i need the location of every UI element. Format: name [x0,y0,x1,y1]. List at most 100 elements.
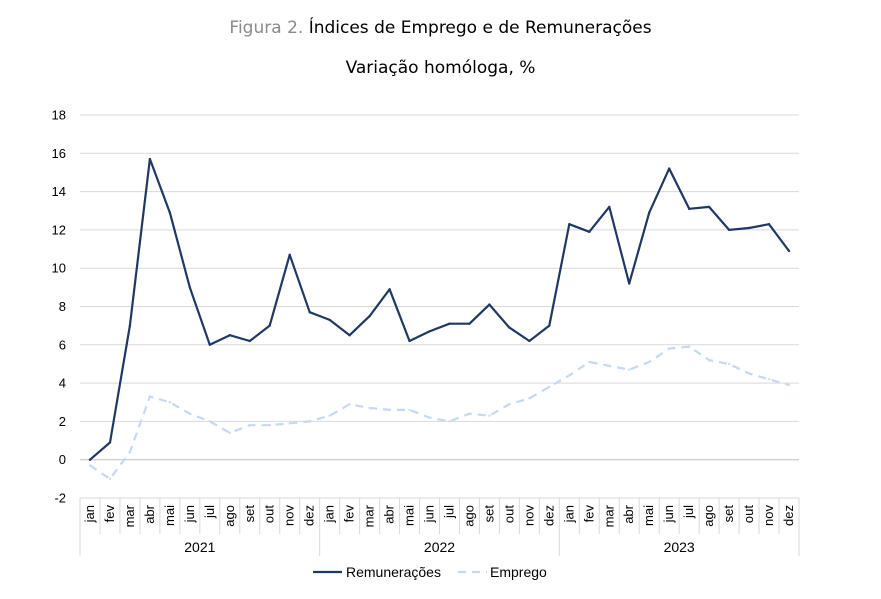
data-point [148,157,152,161]
data-point [408,408,411,412]
x-tick-label: fev [581,505,596,523]
y-tick-label: 8 [59,299,66,314]
data-point [608,205,611,209]
data-point [308,311,311,314]
x-tick-label: jan [82,505,97,523]
y-tick-label: 18 [52,108,66,123]
data-point [188,412,192,415]
x-tick-label: out [262,505,277,523]
y-tick-label: 14 [52,184,66,199]
data-point [468,322,471,325]
data-point [168,211,172,214]
x-tick-label: jul [202,505,217,519]
legend-label: Remunerações [346,564,441,580]
data-point [428,330,431,333]
data-point [428,416,431,419]
x-tick-label: nov [521,505,536,526]
data-point [248,339,251,343]
y-tick-label: 10 [52,261,66,276]
x-tick-label: nov [761,505,776,526]
data-point [328,414,331,417]
data-point [368,406,371,410]
data-point [648,211,651,214]
x-tick-label: mar [122,504,137,527]
data-point [208,343,212,346]
data-point [648,360,651,364]
data-point [548,385,551,389]
data-point [288,253,291,256]
data-point [408,339,411,343]
data-point [787,249,791,253]
data-point [348,402,351,406]
x-tick-label: ago [701,505,716,527]
y-tick-label: 0 [59,452,66,467]
data-point [348,334,351,337]
data-point [608,364,611,368]
data-point [667,167,671,170]
x-tick-label: dez [781,505,796,526]
year-label: 2021 [184,539,215,555]
x-tick-label: set [481,505,496,523]
data-point [588,360,591,364]
y-tick-label: 16 [52,146,66,161]
x-tick-label: mai [162,505,177,526]
data-point [628,368,631,371]
data-point [388,408,391,412]
chart-subtitle: Variação homóloga, % [345,58,536,78]
data-point [128,324,132,327]
data-point [767,222,771,226]
data-point [667,347,671,350]
data-point [88,458,92,461]
data-point [568,222,571,226]
data-point [128,450,132,454]
data-point [508,402,511,406]
data-point [727,228,731,232]
data-point [168,401,172,404]
data-point [767,378,771,381]
data-point [687,207,691,211]
data-point [208,420,212,423]
data-point [148,395,152,398]
x-tick-label: ago [461,505,476,527]
data-point [628,282,631,285]
data-point [108,477,112,481]
data-point [308,420,311,423]
data-point [707,358,711,362]
x-tick-label: fev [342,505,357,523]
x-tick-label: mai [402,505,417,526]
x-tick-label: abr [621,504,636,523]
data-point [468,412,471,415]
x-tick-label: set [242,505,257,523]
x-tick-label: out [501,505,516,523]
x-tick-label: dez [302,505,317,526]
figure-label: Figura 2. [229,18,304,38]
data-point [248,424,251,427]
x-tick-label: abr [382,504,397,523]
y-tick-label: 6 [59,337,66,352]
x-tick-label: fev [102,505,117,523]
data-point [687,345,691,348]
x-tick-label: jul [441,505,456,519]
data-point [488,414,491,417]
data-point [188,286,192,289]
data-point [787,383,791,387]
x-tick-label: mai [641,505,656,526]
x-tick-label: mar [601,504,616,527]
data-point [268,324,271,327]
x-tick-label: ago [222,505,237,527]
x-tick-label: jun [182,505,197,523]
data-point [707,205,711,209]
data-point [568,374,571,377]
data-point [368,314,371,318]
x-tick-label: jan [322,505,337,523]
year-label: 2023 [664,539,695,555]
x-tick-label: abr [142,504,157,523]
x-tick-label: mar [362,504,377,527]
data-point [528,339,531,343]
series-line-emprego [89,345,790,480]
series-line-remunerações [88,157,791,461]
data-point [488,303,491,306]
data-point [528,397,531,400]
data-point [727,362,731,366]
